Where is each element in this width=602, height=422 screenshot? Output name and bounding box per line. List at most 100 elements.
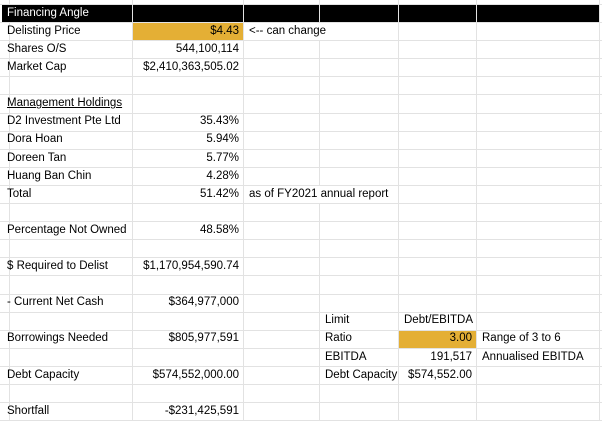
empty-cell[interactable]: [244, 276, 320, 295]
empty-cell[interactable]: [320, 131, 399, 150]
empty-cell[interactable]: [399, 149, 477, 168]
empty-cell[interactable]: [133, 384, 244, 404]
empty-cell[interactable]: [477, 276, 600, 295]
empty-cell[interactable]: [477, 366, 600, 385]
empty-cell[interactable]: [320, 167, 399, 186]
cell-dora-hoan-value[interactable]: 5.94%: [133, 131, 244, 150]
empty-cell[interactable]: [320, 95, 399, 114]
empty-cell[interactable]: [477, 23, 600, 42]
empty-cell[interactable]: [477, 149, 600, 168]
empty-cell[interactable]: [399, 258, 477, 277]
empty-cell[interactable]: [244, 204, 320, 223]
empty-cell[interactable]: [244, 77, 320, 96]
empty-cell[interactable]: [2, 204, 133, 223]
cell-borrowings-needed-label[interactable]: Borrowings Needed: [2, 330, 133, 349]
empty-cell[interactable]: [399, 276, 477, 295]
empty-cell[interactable]: [477, 384, 600, 404]
cell-current-net-cash-label[interactable]: - Current Net Cash: [2, 294, 133, 313]
empty-cell[interactable]: [244, 41, 320, 60]
cell-d2-investment-value[interactable]: 35.43%: [133, 113, 244, 132]
empty-cell[interactable]: [399, 23, 477, 42]
empty-cell[interactable]: [399, 403, 477, 422]
empty-cell[interactable]: [477, 41, 600, 60]
cell-percentage-not-owned-label[interactable]: Percentage Not Owned: [2, 222, 133, 241]
empty-cell[interactable]: [133, 312, 244, 331]
empty-cell[interactable]: [244, 294, 320, 313]
empty-cell[interactable]: [133, 204, 244, 223]
empty-cell[interactable]: [244, 149, 320, 168]
cell-percentage-not-owned-value[interactable]: 48.58%: [133, 222, 244, 241]
empty-cell[interactable]: [320, 222, 399, 241]
cell-doreen-tan-value[interactable]: 5.77%: [133, 149, 244, 168]
empty-cell[interactable]: [320, 240, 399, 259]
cell-header-fill-d[interactable]: [320, 5, 399, 24]
cell-financing-angle-title[interactable]: Financing Angle: [2, 5, 133, 24]
cell-header-fill-e[interactable]: [399, 5, 477, 24]
empty-cell[interactable]: [244, 167, 320, 186]
empty-cell[interactable]: [320, 41, 399, 60]
cell-shortfall-value[interactable]: -$231,425,591: [133, 403, 244, 422]
cell-debt-capacity-side-label[interactable]: Debt Capacity: [320, 366, 399, 385]
cell-ratio-label[interactable]: Ratio: [320, 330, 399, 349]
empty-cell[interactable]: [477, 59, 600, 78]
empty-cell[interactable]: [244, 258, 320, 277]
empty-cell[interactable]: [399, 131, 477, 150]
empty-cell[interactable]: [399, 185, 477, 205]
cell-header-fill-f[interactable]: [477, 5, 600, 24]
empty-cell[interactable]: [477, 294, 600, 313]
empty-cell[interactable]: [133, 77, 244, 96]
empty-cell[interactable]: [477, 240, 600, 259]
empty-cell[interactable]: [320, 113, 399, 132]
empty-cell[interactable]: [2, 312, 133, 331]
empty-cell[interactable]: [244, 384, 320, 404]
empty-cell[interactable]: [399, 204, 477, 223]
cell-required-to-delist-label[interactable]: $ Required to Delist: [2, 258, 133, 277]
cell-huang-ban-chin-label[interactable]: Huang Ban Chin: [2, 167, 133, 186]
empty-cell[interactable]: [477, 204, 600, 223]
empty-cell[interactable]: [133, 240, 244, 259]
cell-doreen-tan-label[interactable]: Doreen Tan: [2, 149, 133, 168]
cell-ebitda-label[interactable]: EBITDA: [320, 348, 399, 367]
cell-ratio-note[interactable]: Range of 3 to 6: [477, 330, 600, 349]
cell-huang-ban-chin-value[interactable]: 4.28%: [133, 167, 244, 186]
empty-cell[interactable]: [399, 77, 477, 96]
cell-header-fill-c[interactable]: [244, 5, 320, 24]
empty-cell[interactable]: [244, 403, 320, 422]
empty-cell[interactable]: [244, 240, 320, 259]
cell-debt-capacity-label[interactable]: Debt Capacity: [2, 366, 133, 385]
empty-cell[interactable]: [477, 258, 600, 277]
empty-cell[interactable]: [399, 113, 477, 132]
empty-cell[interactable]: [477, 113, 600, 132]
empty-cell[interactable]: [399, 95, 477, 114]
empty-cell[interactable]: [399, 240, 477, 259]
cell-shortfall-label[interactable]: Shortfall: [2, 403, 133, 422]
cell-ebitda-note[interactable]: Annualised EBITDA: [477, 348, 600, 367]
empty-cell[interactable]: [2, 276, 133, 295]
empty-cell[interactable]: [320, 258, 399, 277]
cell-can-change-note[interactable]: <-- can change: [244, 23, 399, 42]
empty-cell[interactable]: [320, 403, 399, 422]
empty-cell[interactable]: [244, 113, 320, 132]
empty-cell[interactable]: [399, 222, 477, 241]
empty-cell[interactable]: [477, 167, 600, 186]
empty-cell[interactable]: [244, 59, 320, 78]
empty-cell[interactable]: [244, 330, 320, 349]
cell-fy2021-note[interactable]: as of FY2021 annual report: [244, 185, 399, 205]
empty-cell[interactable]: [477, 185, 600, 205]
cell-management-holdings-heading[interactable]: Management Holdings: [2, 95, 133, 114]
empty-cell[interactable]: [399, 41, 477, 60]
cell-debt-capacity-value[interactable]: $574,552,000.00: [133, 366, 244, 385]
empty-cell[interactable]: [477, 95, 600, 114]
empty-cell[interactable]: [320, 77, 399, 96]
cell-limit-value[interactable]: Debt/EBITDA: [399, 312, 477, 331]
cell-borrowings-needed-value[interactable]: $805,977,591: [133, 330, 244, 349]
empty-cell[interactable]: [477, 403, 600, 422]
empty-cell[interactable]: [2, 240, 133, 259]
cell-limit-label[interactable]: Limit: [320, 312, 399, 331]
empty-cell[interactable]: [2, 77, 133, 96]
empty-cell[interactable]: [2, 348, 133, 367]
cell-total-label[interactable]: Total: [2, 185, 133, 205]
cell-total-value[interactable]: 51.42%: [133, 185, 244, 205]
cell-shares-os-value[interactable]: 544,100,114: [133, 41, 244, 60]
empty-cell[interactable]: [477, 77, 600, 96]
